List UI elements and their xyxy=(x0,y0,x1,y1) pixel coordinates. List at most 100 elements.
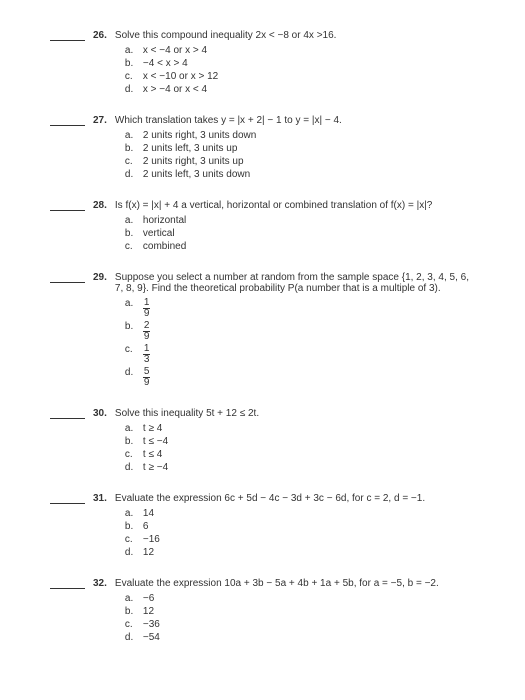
answer-blank xyxy=(50,30,85,41)
question: 29. Suppose you select a number at random… xyxy=(50,272,475,390)
question-text: Which translation takes y = |x + 2| − 1 … xyxy=(115,115,475,126)
option: a.horizontal xyxy=(125,215,475,226)
question-number: 32. xyxy=(93,578,107,645)
option: a.19 xyxy=(125,298,475,319)
option: a.14 xyxy=(125,508,475,519)
question-body: Is f(x) = |x| + 4 a vertical, horizontal… xyxy=(115,200,475,254)
option-letter: c. xyxy=(125,534,143,545)
option: c.−36 xyxy=(125,619,475,630)
option-letter: d. xyxy=(125,367,143,378)
option-text: x < −4 or x > 4 xyxy=(143,45,475,56)
option: d.t ≥ −4 xyxy=(125,462,475,473)
answer-blank xyxy=(50,272,85,283)
option-letter: d. xyxy=(125,547,143,558)
question: 30. Solve this inequality 5t + 12 ≤ 2t. a.… xyxy=(50,408,475,475)
question-body: Which translation takes y = |x + 2| − 1 … xyxy=(115,115,475,182)
option-text: −36 xyxy=(143,619,475,630)
option: c.−16 xyxy=(125,534,475,545)
option-letter: a. xyxy=(125,45,143,56)
option-letter: a. xyxy=(125,215,143,226)
option-letter: a. xyxy=(125,508,143,519)
option-letter: d. xyxy=(125,632,143,643)
option-letter: c. xyxy=(125,344,143,355)
option: b.t ≤ −4 xyxy=(125,436,475,447)
question-text: Evaluate the expression 6c + 5d − 4c − 3… xyxy=(115,493,475,504)
option: c.13 xyxy=(125,344,475,365)
option: d.2 units left, 3 units down xyxy=(125,169,475,180)
question-body: Evaluate the expression 6c + 5d − 4c − 3… xyxy=(115,493,475,560)
question-text: Evaluate the expression 10a + 3b − 5a + … xyxy=(115,578,475,589)
option-letter: a. xyxy=(125,130,143,141)
option-text: t ≥ −4 xyxy=(143,462,475,473)
option: a.2 units right, 3 units down xyxy=(125,130,475,141)
question-text: Solve this inequality 5t + 12 ≤ 2t. xyxy=(115,408,475,419)
option-text: t ≤ 4 xyxy=(143,449,475,460)
option: d.x > −4 or x < 4 xyxy=(125,84,475,95)
option-text: 14 xyxy=(143,508,475,519)
question-number: 29. xyxy=(93,272,107,390)
option-letter: b. xyxy=(125,521,143,532)
question-number: 27. xyxy=(93,115,107,182)
question-text: Suppose you select a number at random fr… xyxy=(115,272,475,294)
option-text: 6 xyxy=(143,521,475,532)
question-text: Solve this compound inequality 2x < −8 o… xyxy=(115,30,475,41)
option-text: 13 xyxy=(143,344,475,365)
question: 32. Evaluate the expression 10a + 3b − 5a… xyxy=(50,578,475,645)
option-letter: c. xyxy=(125,449,143,460)
option-letter: c. xyxy=(125,156,143,167)
option-text: −4 < x > 4 xyxy=(143,58,475,69)
option-text: 2 units left, 3 units up xyxy=(143,143,475,154)
option-letter: d. xyxy=(125,169,143,180)
option-text: 2 units right, 3 units up xyxy=(143,156,475,167)
answer-blank xyxy=(50,408,85,419)
option-text: −16 xyxy=(143,534,475,545)
question-number: 31. xyxy=(93,493,107,560)
option: b.2 units left, 3 units up xyxy=(125,143,475,154)
option-letter: b. xyxy=(125,436,143,447)
option: b.29 xyxy=(125,321,475,342)
question-body: Solve this inequality 5t + 12 ≤ 2t.a.t ≥… xyxy=(115,408,475,475)
option-letter: d. xyxy=(125,84,143,95)
option-text: −6 xyxy=(143,593,475,604)
option: b.12 xyxy=(125,606,475,617)
question: 27. Which translation takes y = |x + 2| −… xyxy=(50,115,475,182)
question-body: Solve this compound inequality 2x < −8 o… xyxy=(115,30,475,97)
option: d.59 xyxy=(125,367,475,388)
option-text: t ≤ −4 xyxy=(143,436,475,447)
option-letter: b. xyxy=(125,58,143,69)
option-letter: b. xyxy=(125,143,143,154)
option-text: 59 xyxy=(143,367,475,388)
question-number: 28. xyxy=(93,200,107,254)
option-text: x > −4 or x < 4 xyxy=(143,84,475,95)
option: b.6 xyxy=(125,521,475,532)
option: c.x < −10 or x > 12 xyxy=(125,71,475,82)
answer-blank xyxy=(50,115,85,126)
question-list: 26. Solve this compound inequality 2x < −… xyxy=(50,30,475,645)
option-text: 12 xyxy=(143,547,475,558)
answer-blank xyxy=(50,200,85,211)
question: 26. Solve this compound inequality 2x < −… xyxy=(50,30,475,97)
option: a.t ≥ 4 xyxy=(125,423,475,434)
option: c.t ≤ 4 xyxy=(125,449,475,460)
option: a.−6 xyxy=(125,593,475,604)
question: 31. Evaluate the expression 6c + 5d − 4c … xyxy=(50,493,475,560)
question: 28. Is f(x) = |x| + 4 a vertical, horizon… xyxy=(50,200,475,254)
option: c.2 units right, 3 units up xyxy=(125,156,475,167)
option-letter: b. xyxy=(125,606,143,617)
question-number: 26. xyxy=(93,30,107,97)
question-body: Suppose you select a number at random fr… xyxy=(115,272,475,390)
option: b.vertical xyxy=(125,228,475,239)
option-text: t ≥ 4 xyxy=(143,423,475,434)
option-text: horizontal xyxy=(143,215,475,226)
option-text: 19 xyxy=(143,298,475,319)
option-text: combined xyxy=(143,241,475,252)
option-letter: a. xyxy=(125,593,143,604)
option-text: 2 units right, 3 units down xyxy=(143,130,475,141)
option-letter: b. xyxy=(125,228,143,239)
option-letter: a. xyxy=(125,298,143,309)
option-letter: a. xyxy=(125,423,143,434)
question-number: 30. xyxy=(93,408,107,475)
option: a.x < −4 or x > 4 xyxy=(125,45,475,56)
option-text: 29 xyxy=(143,321,475,342)
option-letter: c. xyxy=(125,619,143,630)
